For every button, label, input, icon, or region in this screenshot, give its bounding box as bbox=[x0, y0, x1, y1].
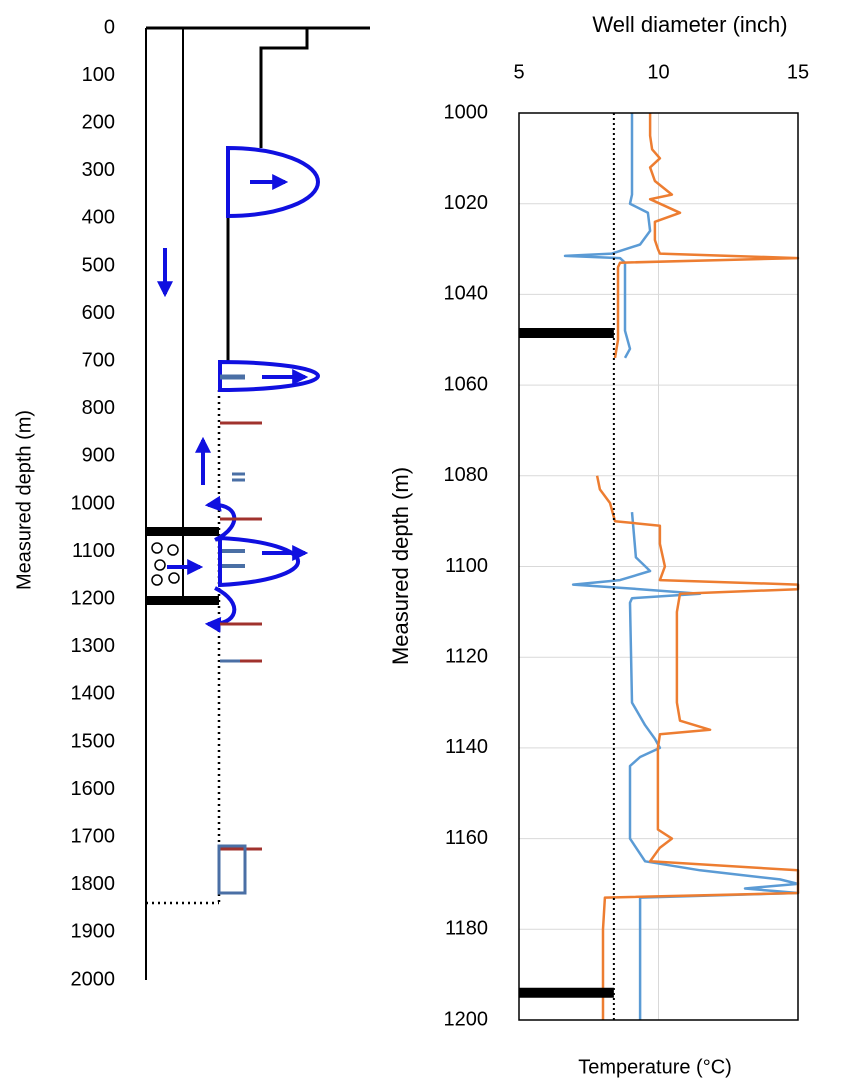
y-tick-label: 1040 bbox=[444, 283, 489, 305]
x-tick-label: 15 bbox=[787, 61, 809, 83]
y-tick-label: 300 bbox=[82, 159, 115, 181]
plot-frame bbox=[518, 112, 799, 1021]
y-tick-label: 1180 bbox=[445, 918, 488, 940]
x-tick-label: 5 bbox=[513, 61, 524, 83]
y-tick-label: 1000 bbox=[71, 492, 116, 514]
inflow-zone bbox=[218, 359, 320, 393]
y-tick-label: 500 bbox=[82, 254, 115, 276]
y-tick-label: 100 bbox=[82, 64, 115, 86]
y-tick-label: 1100 bbox=[445, 555, 488, 577]
y-tick-label: 1200 bbox=[71, 587, 116, 609]
y-tick-label: 1300 bbox=[71, 635, 116, 657]
flow-arrow bbox=[204, 586, 237, 633]
y-tick-label: 2000 bbox=[71, 968, 116, 990]
y-tick-label: 800 bbox=[82, 397, 115, 419]
packer bbox=[146, 596, 219, 605]
inflow-zone bbox=[218, 535, 301, 588]
y-tick-label: 1060 bbox=[444, 373, 489, 395]
y-tick-label: 1080 bbox=[444, 464, 489, 486]
feature-marks bbox=[217, 374, 262, 895]
y-tick-label: 400 bbox=[82, 207, 115, 229]
x-axis-title: Well diameter (inch) bbox=[592, 12, 787, 37]
y-tick-label: 1160 bbox=[445, 827, 488, 849]
y-tick-label: 1700 bbox=[71, 825, 116, 847]
y-tick-label: 1900 bbox=[71, 921, 116, 943]
y-tick-label: 1000 bbox=[444, 101, 489, 123]
inflow-zone bbox=[226, 145, 320, 219]
y-tick-label: 1100 bbox=[72, 540, 115, 562]
log-panel: Well diameter (inch) Measured depth (m) … bbox=[388, 12, 800, 1078]
data-line bbox=[595, 113, 800, 1020]
y-tick-label: 1800 bbox=[71, 873, 116, 895]
plot-marks bbox=[519, 113, 800, 1020]
y-tick-label: 1600 bbox=[71, 778, 116, 800]
y-tick-label: 0 bbox=[104, 16, 115, 38]
gravel-pack bbox=[151, 542, 180, 586]
y-tick-label: 200 bbox=[82, 111, 115, 133]
y-tick-label: 1140 bbox=[445, 736, 488, 758]
y-tick-label: 600 bbox=[82, 302, 115, 324]
y-axis-label: Measured depth (m) bbox=[388, 467, 413, 665]
y-tick-label: 1500 bbox=[71, 730, 116, 752]
y-axis-label: Measured depth (m) bbox=[13, 410, 35, 590]
well-schematic: Measured depth (m) bbox=[13, 26, 370, 980]
y-tick-label: 900 bbox=[82, 445, 115, 467]
y-tick-label: 1400 bbox=[71, 683, 116, 705]
flow-arrow bbox=[204, 495, 237, 542]
bottom-axis-label: Temperature (°C) bbox=[578, 1056, 732, 1078]
y-tick-label: 1020 bbox=[444, 192, 489, 214]
packer bbox=[146, 527, 219, 536]
y-tick-label: 1200 bbox=[444, 1008, 489, 1030]
y-tick-label: 700 bbox=[82, 349, 115, 371]
x-tick-label: 10 bbox=[647, 61, 669, 83]
casing bbox=[259, 28, 309, 148]
y-tick-label: 1120 bbox=[445, 645, 488, 667]
